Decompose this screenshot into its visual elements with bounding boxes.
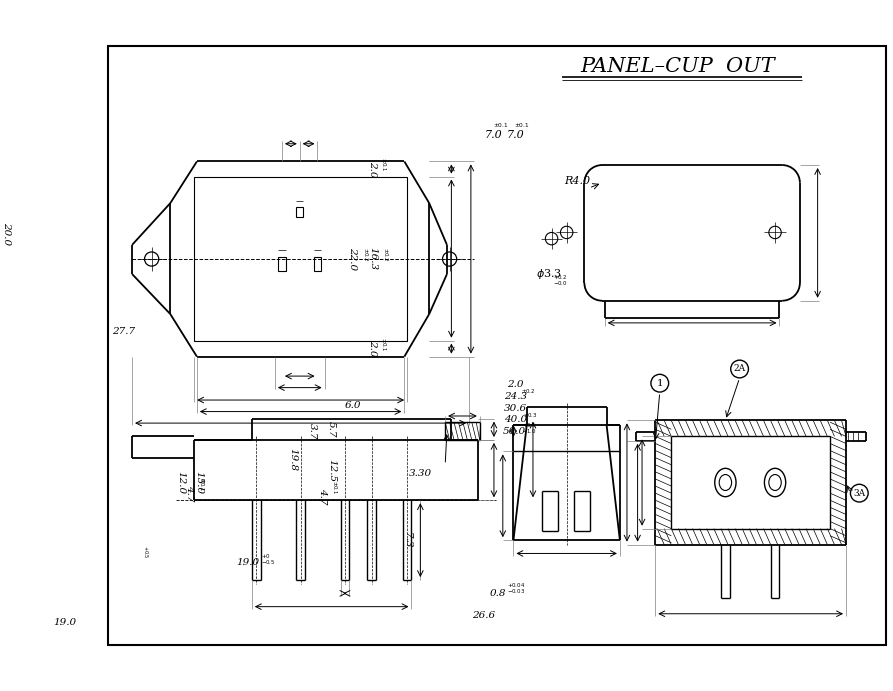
Text: 7.0: 7.0 bbox=[506, 130, 524, 140]
Text: 22.0: 22.0 bbox=[348, 247, 357, 271]
Text: 6.0: 6.0 bbox=[345, 401, 361, 410]
Text: 5.7: 5.7 bbox=[327, 421, 336, 437]
Text: $^{\pm0.3}$: $^{\pm0.3}$ bbox=[523, 414, 538, 422]
Bar bbox=[279, 257, 286, 272]
Text: 7.0: 7.0 bbox=[485, 130, 503, 140]
Text: $^{\pm0.1}$: $^{\pm0.1}$ bbox=[378, 337, 385, 352]
Text: PANEL–CUP  OUT: PANEL–CUP OUT bbox=[580, 57, 775, 76]
Text: $^{\pm0.1}$: $^{\pm0.1}$ bbox=[378, 158, 385, 172]
Text: $^{+0.2}_{-0.0}$: $^{+0.2}_{-0.0}$ bbox=[554, 273, 568, 287]
Text: R4.0: R4.0 bbox=[564, 176, 590, 186]
Text: 3.30: 3.30 bbox=[409, 469, 432, 478]
Text: $^{\pm0.1}$: $^{\pm0.1}$ bbox=[493, 124, 509, 132]
Text: $^{+0.5}$: $^{+0.5}$ bbox=[141, 545, 149, 558]
Text: 27.7: 27.7 bbox=[112, 328, 135, 337]
Bar bbox=[296, 207, 304, 218]
Text: $^{+0.5}_{-1.0}$: $^{+0.5}_{-1.0}$ bbox=[522, 421, 537, 436]
Text: 4.7: 4.7 bbox=[185, 485, 195, 502]
Text: 30.6: 30.6 bbox=[504, 404, 527, 413]
Text: 19.8: 19.8 bbox=[288, 448, 297, 471]
Text: $^{+0.04}_{-0.03}$: $^{+0.04}_{-0.03}$ bbox=[507, 581, 525, 596]
Bar bbox=[314, 257, 321, 272]
Text: $^{\pm0.2}$: $^{\pm0.2}$ bbox=[380, 247, 387, 261]
Text: $^{+0}_{-0.5}$: $^{+0}_{-0.5}$ bbox=[261, 552, 275, 567]
Text: 19.0: 19.0 bbox=[54, 618, 76, 627]
Bar bbox=[194, 177, 407, 341]
Text: 40.0: 40.0 bbox=[504, 415, 527, 424]
Text: 20.0: 20.0 bbox=[2, 222, 11, 245]
Text: $^{\pm0.1}$: $^{\pm0.1}$ bbox=[329, 480, 337, 494]
Text: 24.3: 24.3 bbox=[504, 392, 527, 401]
Text: 7.3: 7.3 bbox=[403, 532, 412, 549]
Text: $^{\pm0.1}$: $^{\pm0.1}$ bbox=[514, 124, 530, 132]
Text: 16.3: 16.3 bbox=[368, 247, 377, 270]
Text: $^{\pm0.2}$: $^{\pm0.2}$ bbox=[521, 390, 535, 398]
Text: $^{\pm0.1}$: $^{\pm0.1}$ bbox=[196, 477, 204, 491]
Text: $\phi$3.3: $\phi$3.3 bbox=[536, 267, 562, 281]
Text: 50.0: 50.0 bbox=[503, 426, 526, 435]
Text: 12.5: 12.5 bbox=[327, 459, 336, 482]
Text: $^{\pm0.2}$: $^{\pm0.2}$ bbox=[360, 247, 368, 262]
Text: 2A: 2A bbox=[733, 364, 746, 374]
Text: 1: 1 bbox=[656, 379, 663, 388]
Text: 0.8: 0.8 bbox=[490, 589, 506, 598]
Text: 26.6: 26.6 bbox=[472, 611, 495, 620]
Text: 2.0: 2.0 bbox=[507, 381, 523, 390]
Text: 19.0: 19.0 bbox=[237, 558, 260, 567]
Text: 2.0: 2.0 bbox=[368, 341, 377, 357]
Text: 3A: 3A bbox=[853, 489, 865, 498]
Text: 12.0: 12.0 bbox=[177, 471, 186, 494]
Text: 4.7: 4.7 bbox=[318, 488, 328, 504]
Text: 15.0: 15.0 bbox=[194, 471, 203, 494]
Text: 2.0: 2.0 bbox=[368, 161, 377, 178]
Text: 3.7: 3.7 bbox=[308, 423, 317, 439]
